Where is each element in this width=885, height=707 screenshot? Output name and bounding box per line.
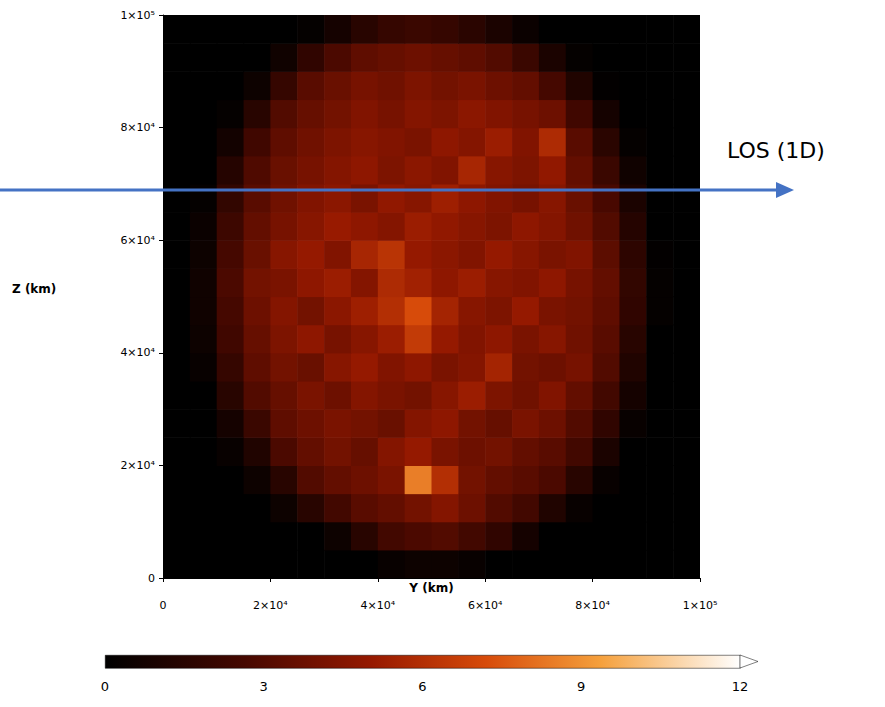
svg-text:9: 9 — [577, 679, 585, 694]
svg-text:8×10⁴: 8×10⁴ — [575, 599, 610, 612]
svg-text:1×10⁵: 1×10⁵ — [683, 599, 718, 612]
svg-text:1×10⁵: 1×10⁵ — [120, 9, 155, 22]
svg-text:LOS (1D): LOS (1D) — [727, 138, 825, 163]
svg-text:0: 0 — [101, 679, 109, 694]
svg-text:2×10⁴: 2×10⁴ — [253, 599, 288, 612]
svg-text:0: 0 — [148, 572, 155, 585]
svg-text:4×10⁴: 4×10⁴ — [120, 346, 155, 359]
svg-text:12: 12 — [732, 679, 749, 694]
svg-text:0: 0 — [160, 599, 167, 612]
svg-text:Y (km): Y (km) — [408, 581, 453, 595]
svg-text:4×10⁴: 4×10⁴ — [360, 599, 395, 612]
svg-text:8×10⁴: 8×10⁴ — [120, 121, 155, 134]
svg-text:6: 6 — [418, 679, 426, 694]
svg-text:3: 3 — [260, 679, 268, 694]
svg-text:Z (km): Z (km) — [12, 282, 56, 296]
svg-text:2×10⁴: 2×10⁴ — [120, 459, 155, 472]
svg-text:6×10⁴: 6×10⁴ — [468, 599, 503, 612]
svg-text:6×10⁴: 6×10⁴ — [120, 234, 155, 247]
